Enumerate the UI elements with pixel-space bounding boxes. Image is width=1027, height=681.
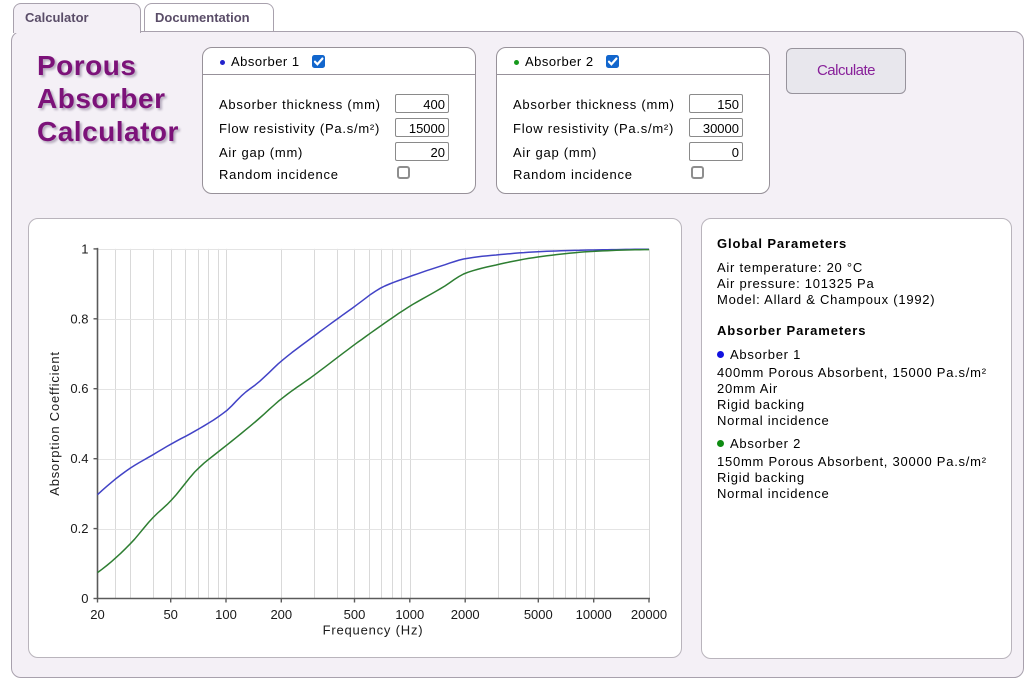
- svg-text:0.4: 0.4: [70, 451, 88, 466]
- svg-text:20000: 20000: [631, 607, 667, 622]
- svg-text:10000: 10000: [576, 607, 612, 622]
- svg-text:2000: 2000: [451, 607, 480, 622]
- svg-text:50: 50: [163, 607, 177, 622]
- svg-text:0.8: 0.8: [70, 311, 88, 326]
- svg-text:0: 0: [81, 591, 88, 606]
- svg-text:Frequency (Hz): Frequency (Hz): [323, 623, 424, 638]
- svg-text:500: 500: [344, 607, 366, 622]
- svg-text:100: 100: [215, 607, 237, 622]
- svg-text:1000: 1000: [395, 607, 424, 622]
- svg-text:200: 200: [270, 607, 292, 622]
- svg-text:1: 1: [81, 241, 88, 256]
- svg-text:5000: 5000: [524, 607, 553, 622]
- svg-text:0.2: 0.2: [70, 521, 88, 536]
- svg-text:0.6: 0.6: [70, 381, 88, 396]
- svg-text:Absorption Coefficient: Absorption Coefficient: [47, 351, 62, 496]
- svg-text:20: 20: [90, 607, 104, 622]
